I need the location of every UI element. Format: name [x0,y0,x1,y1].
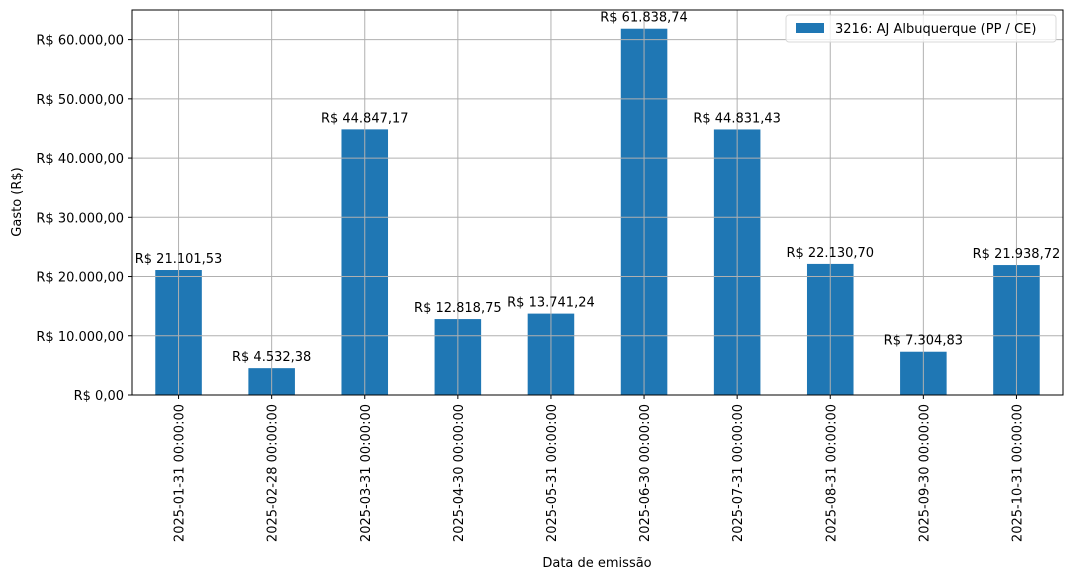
bar-value-label: R$ 21.101,53 [135,252,223,267]
legend-box [785,14,1057,43]
x-tick-label: 2025-05-31 00:00:00 [545,404,560,542]
legend-label: 3216: AJ Albuquerque (PP / CE) [835,22,1036,37]
y-tick-label: R$ 40.000,00 [36,152,124,167]
bar-value-label: R$ 4.532,38 [232,350,311,365]
legend: 3216: AJ Albuquerque (PP / CE) [785,14,1057,43]
legend-swatch [796,23,824,33]
x-tick-label: 2025-04-30 00:00:00 [452,404,467,542]
y-axis-label: Gasto (R$) [10,167,25,236]
bar-value-label: R$ 12.818,75 [414,301,502,316]
y-tick-label: R$ 60.000,00 [36,34,124,49]
x-axis-label: Data de emissão [542,556,651,571]
x-tick-label: 2025-09-30 00:00:00 [917,404,932,542]
bar-value-label: R$ 7.304,83 [884,334,963,349]
y-tick-label: R$ 30.000,00 [36,211,124,226]
x-tick-label: 2025-02-28 00:00:00 [266,404,281,542]
bar-value-labels: R$ 21.101,53 R$ 4.532,38 R$ 44.847,17 R$ 12… [135,11,1061,365]
y-axis-ticks: R$ 0,00 R$ 10.000,00 R$ 20.000,00 R$ 30.000… [36,34,132,404]
x-axis-ticks: 2025-01-31 00:00:00 2025-02-28 00:00:00 20… [173,395,1025,542]
x-tick-label: 2025-03-31 00:00:00 [359,404,374,542]
vertical-gridlines-front [178,10,1017,395]
x-tick-label: 2025-10-31 00:00:00 [1010,404,1025,542]
bar-value-label: R$ 21.938,72 [973,247,1061,262]
x-tick-label: 2025-01-31 00:00:00 [173,404,188,542]
y-tick-label: R$ 10.000,00 [36,330,124,345]
bar-value-label: R$ 13.741,24 [507,296,595,311]
y-tick-label: R$ 20.000,00 [36,271,124,286]
y-tick-label: R$ 50.000,00 [36,93,124,108]
x-tick-label: 2025-08-31 00:00:00 [824,404,839,542]
x-tick-label: 2025-06-30 00:00:00 [638,404,653,542]
plot-frame [131,9,1064,396]
x-tick-label: 2025-07-31 00:00:00 [731,404,746,542]
bar-value-label: R$ 61.838,74 [600,11,688,26]
bar-value-label: R$ 44.831,43 [693,111,781,126]
bar-value-label: R$ 22.130,70 [786,246,874,261]
y-tick-label: R$ 0,00 [74,389,124,404]
bar-value-label: R$ 44.847,17 [321,111,409,126]
